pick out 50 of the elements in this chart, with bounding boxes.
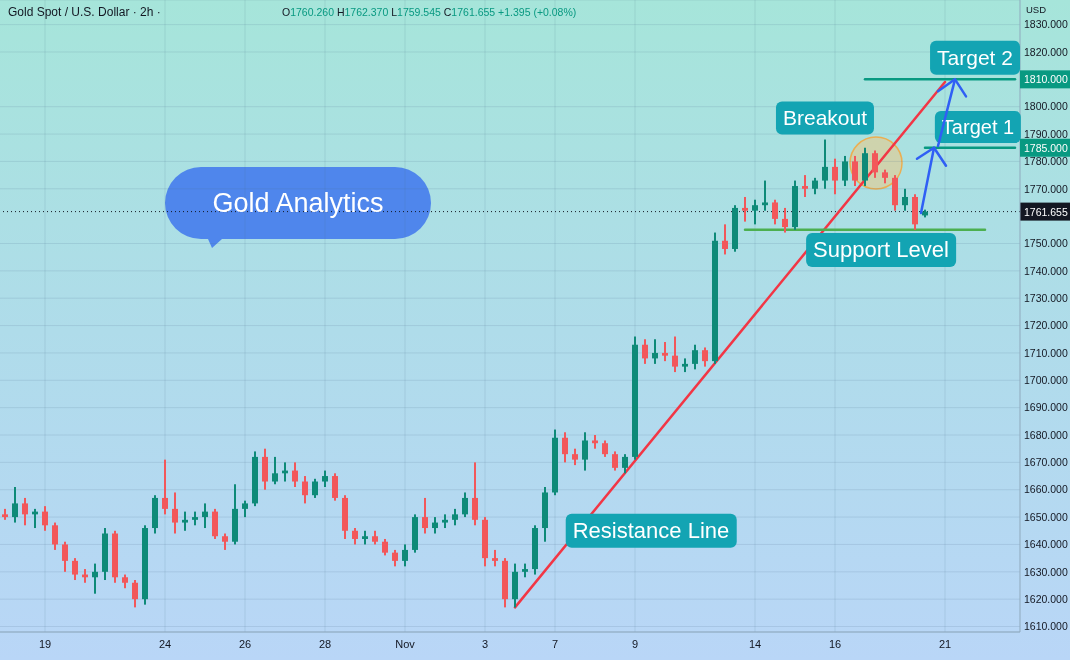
y-tick-label: 1750.000	[1024, 237, 1068, 250]
y-tick-label: 1790.000	[1024, 127, 1068, 140]
text: O1760.260 H1762.370 L1759.545 C1761.655 +1.395 (+0.08%)	[282, 6, 577, 18]
y-tick-label: 1680.000	[1024, 428, 1068, 441]
annotation: Support Level	[813, 236, 949, 262]
x-tick-label: 26	[238, 637, 252, 650]
x-tick-label: 9	[631, 637, 639, 650]
y-tick-label: 1830.000	[1024, 18, 1068, 31]
x-tick-label: 19	[38, 637, 52, 650]
annotation: Target 1	[941, 115, 1015, 138]
label-box: Support Level	[806, 232, 956, 268]
label-box: Target 2	[930, 41, 1020, 75]
annotation: Target 2	[937, 46, 1013, 70]
x-tick-label: 21	[938, 637, 952, 650]
y-tick-label: 1650.000	[1024, 510, 1068, 523]
data-label: 1785.000	[1024, 141, 1068, 154]
candlestick	[762, 180, 768, 211]
y-tick-label: 1640.000	[1024, 538, 1068, 551]
y-tick-label: 1770.000	[1024, 182, 1068, 195]
y-tick-label: 1780.000	[1024, 155, 1068, 168]
x-tick-label: 28	[318, 637, 332, 650]
y-tick-label: 1620.000	[1024, 592, 1068, 605]
y-axis-title: USD	[1026, 4, 1047, 15]
x-tick-label: 24	[158, 637, 172, 650]
annotation: Resistance Line	[572, 517, 730, 543]
y-tick-label: 1700.000	[1024, 374, 1068, 387]
x-tick-label: 3	[481, 637, 489, 650]
y-tick-label: 1660.000	[1024, 483, 1068, 496]
y-tick-label: 1740.000	[1024, 264, 1068, 277]
data-label: 1810.000	[1024, 73, 1068, 86]
y-tick-label: 1820.000	[1024, 45, 1068, 58]
y-tick-label: 1710.000	[1024, 346, 1068, 359]
y-tick-label: 1730.000	[1024, 291, 1068, 304]
label-box: Resistance Line	[565, 513, 737, 549]
x-tick-label: 14	[748, 637, 762, 650]
y-tick-label: 1720.000	[1024, 319, 1068, 332]
y-tick-label: 1610.000	[1024, 620, 1068, 633]
label-box: Breakout	[775, 101, 875, 135]
x-tick-label: Nov	[395, 637, 416, 650]
y-tick-label: 1630.000	[1024, 565, 1068, 578]
ref-line-label: 1761.655	[1024, 205, 1068, 218]
y-tick-label: 1800.000	[1024, 100, 1068, 113]
annotation: Gold Analytics	[212, 186, 384, 220]
annotation: Breakout	[782, 106, 868, 130]
text: Gold Spot / U.S. Dollar · 2h ·	[8, 5, 161, 19]
y-tick-label: 1670.000	[1024, 456, 1068, 469]
x-tick-label: 16	[828, 637, 842, 650]
x-tick-label: 7	[551, 637, 559, 650]
y-tick-label: 1690.000	[1024, 401, 1068, 414]
label-box: Target 1	[934, 110, 1022, 143]
